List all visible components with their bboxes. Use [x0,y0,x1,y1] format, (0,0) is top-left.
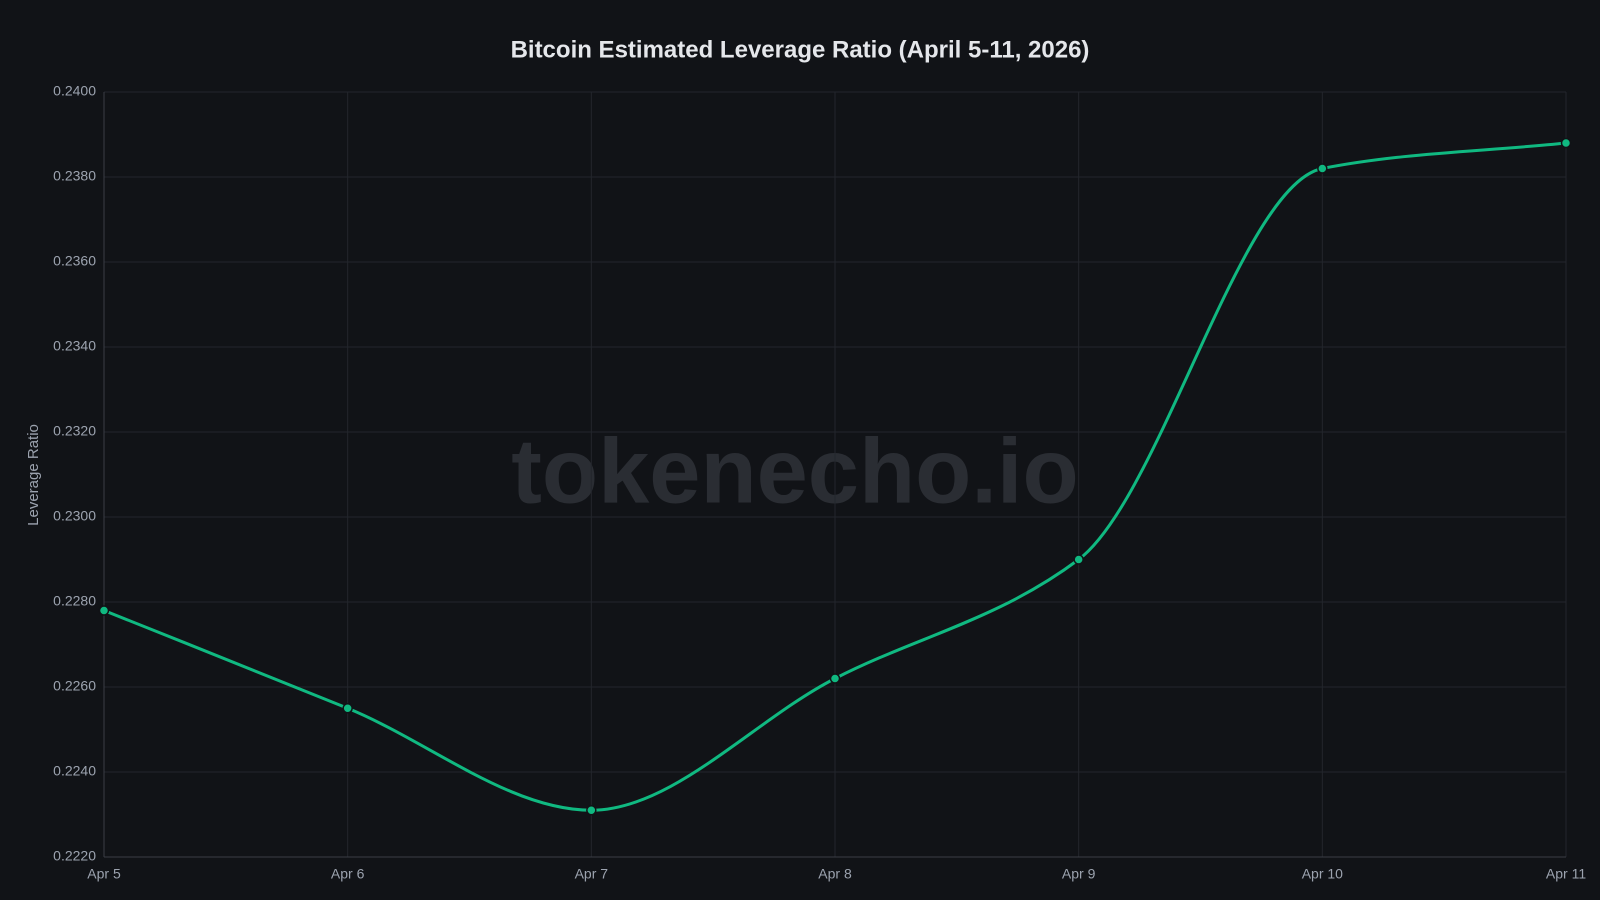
watermark: tokenecho.io [511,420,1078,522]
y-tick-label: 0.2260 [53,678,96,694]
y-tick-label: 0.2340 [53,338,96,354]
x-tick-label: Apr 10 [1302,866,1343,882]
y-tick-label: 0.2220 [53,848,96,864]
point [1073,554,1084,565]
point [829,673,841,684]
y-tick-label: 0.2320 [53,423,96,439]
point [342,703,353,714]
y-tick-label: 0.2300 [53,508,96,524]
y-tick-label: 0.2400 [53,83,96,99]
y-tick-label: 0.2280 [53,593,96,609]
x-tick-label: Apr 11 [1546,866,1586,882]
y-tick-label: 0.2360 [53,253,96,269]
point [1317,163,1328,174]
point [98,605,110,616]
point [586,805,597,816]
chart-title: Bitcoin Estimated Leverage Ratio (April … [511,36,1090,63]
y-tick-label: 0.2380 [53,168,96,184]
x-tick-label: Apr 5 [87,866,121,882]
x-tick-label: Apr 6 [331,866,365,882]
point [1560,137,1572,149]
x-tick-label: Apr 9 [1062,866,1096,882]
y-axis-label: Leverage Ratio [25,424,42,526]
y-tick-label: 0.2240 [53,763,96,779]
x-tick-label: Apr 8 [818,866,852,882]
x-tick-label: Apr 7 [575,866,609,882]
